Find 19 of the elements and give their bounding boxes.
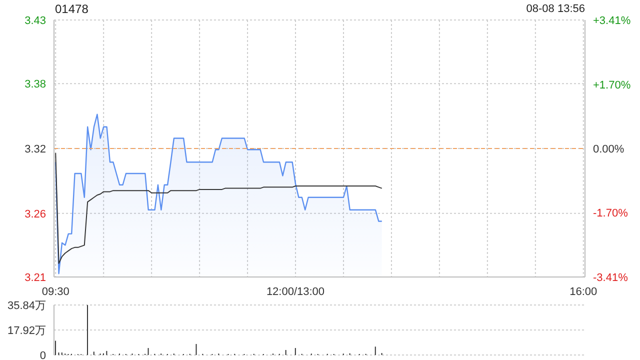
- y-tick-label: 3.21: [24, 272, 46, 284]
- y-tick-label: 3.26: [24, 208, 46, 220]
- y-tick-label: 3.32: [24, 144, 46, 156]
- y2-tick-label: +3.41%: [593, 15, 631, 27]
- y-tick-label: 0: [40, 350, 46, 360]
- text: 08-08 13:56: [526, 3, 585, 15]
- y-tick-label: 17.92万: [7, 325, 46, 337]
- x-tick-label: 09:30: [42, 286, 70, 298]
- y2-tick-label: -1.70%: [593, 208, 628, 220]
- y-tick-label: 3.43: [24, 15, 46, 27]
- chart-title: 01478: [55, 2, 88, 16]
- line-series: [55, 152, 382, 264]
- x-tick-label: 12:00/13:00: [266, 286, 325, 298]
- y2-tick-label: +1.70%: [593, 79, 631, 92]
- y2-tick-label: -3.41%: [593, 272, 628, 284]
- y-tick-label: 3.38: [24, 78, 46, 91]
- x-tick-label: 16:00: [570, 286, 598, 298]
- y2-tick-label: 0.00%: [593, 144, 624, 156]
- y-tick-label: 35.84万: [7, 300, 46, 312]
